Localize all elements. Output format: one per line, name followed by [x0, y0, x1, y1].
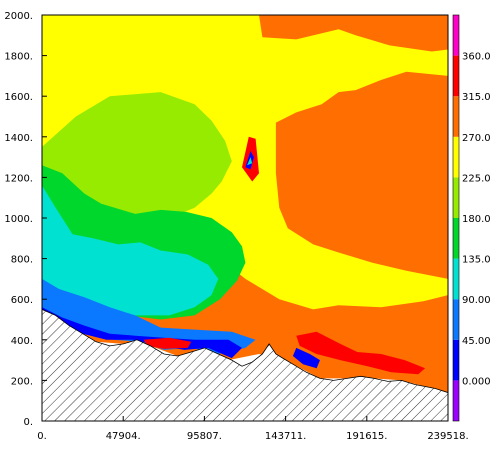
- colorbar-label: 135.0: [462, 255, 491, 266]
- contour-region-9: [143, 337, 192, 349]
- contour-region-8: [296, 331, 426, 375]
- x-tick-label: 47904.: [106, 431, 141, 442]
- contour-region-4: [42, 185, 219, 316]
- y-tick-label: 1200.: [4, 173, 33, 184]
- x-tick-label: 239518.: [427, 431, 468, 442]
- colorbar-swatch: [453, 339, 459, 381]
- colorbar-label: 270.0: [462, 133, 491, 144]
- y-axis: 0. 200. 400. 600. 800. 1000. 1200. 1400. 1600. 18…: [4, 11, 47, 428]
- y-tick-label: 2000.: [4, 11, 33, 22]
- y-tick-label: 1800.: [4, 52, 33, 63]
- colorbar-swatch: [453, 299, 459, 340]
- colorbar: 0.000 45.00 90.00 135.0 180.0 225.0 270.0 315.0…: [452, 14, 491, 422]
- colorbar-swatch: [453, 380, 459, 421]
- terrain-mask: [42, 308, 448, 421]
- y-tick-label: 1600.: [4, 92, 33, 103]
- y-tick-label: 600.: [11, 295, 33, 306]
- y-tick-label: 1000.: [4, 214, 33, 225]
- x-axis: 0. 47904. 95807. 143711. 191615. 239518.: [37, 416, 469, 442]
- contour-region-6: [42, 307, 242, 359]
- colorbar-swatch: [453, 15, 459, 56]
- y-tick-label: 200.: [11, 376, 33, 387]
- colorbar-swatch: [453, 96, 459, 137]
- colorbar-label: 225.0: [462, 173, 491, 184]
- colorbar-label: 180.0: [462, 214, 491, 225]
- colorbar-swatch: [453, 177, 459, 218]
- colorbar-swatch: [453, 258, 459, 300]
- colorbar-label: 45.00: [462, 336, 491, 347]
- contour-region-11: [292, 347, 320, 369]
- colorbar-label: 0.000: [462, 376, 491, 387]
- colorbar-label: 360.0: [462, 52, 491, 63]
- x-tick-label: 95807.: [187, 431, 222, 442]
- colorbar-swatch: [453, 55, 459, 97]
- colorbar-frame: [452, 14, 460, 422]
- colorbar-label: 315.0: [462, 92, 491, 103]
- contour-region-12: [247, 157, 253, 166]
- x-tick-label: 143711.: [265, 431, 306, 442]
- y-tick-label: 400.: [11, 336, 33, 347]
- colorbar-swatch: [453, 218, 459, 259]
- y-tick-label: 800.: [11, 255, 33, 266]
- colorbar-swatch: [453, 136, 459, 178]
- contour-region-5: [42, 278, 256, 354]
- colorbar-label: 90.00: [462, 295, 491, 306]
- y-tick-label: 0.: [23, 417, 33, 428]
- plot-area: [42, 15, 448, 421]
- x-tick-label: 0.: [37, 431, 47, 442]
- y-tick-label: 1400.: [4, 133, 33, 144]
- x-tick-label: 191615.: [346, 431, 387, 442]
